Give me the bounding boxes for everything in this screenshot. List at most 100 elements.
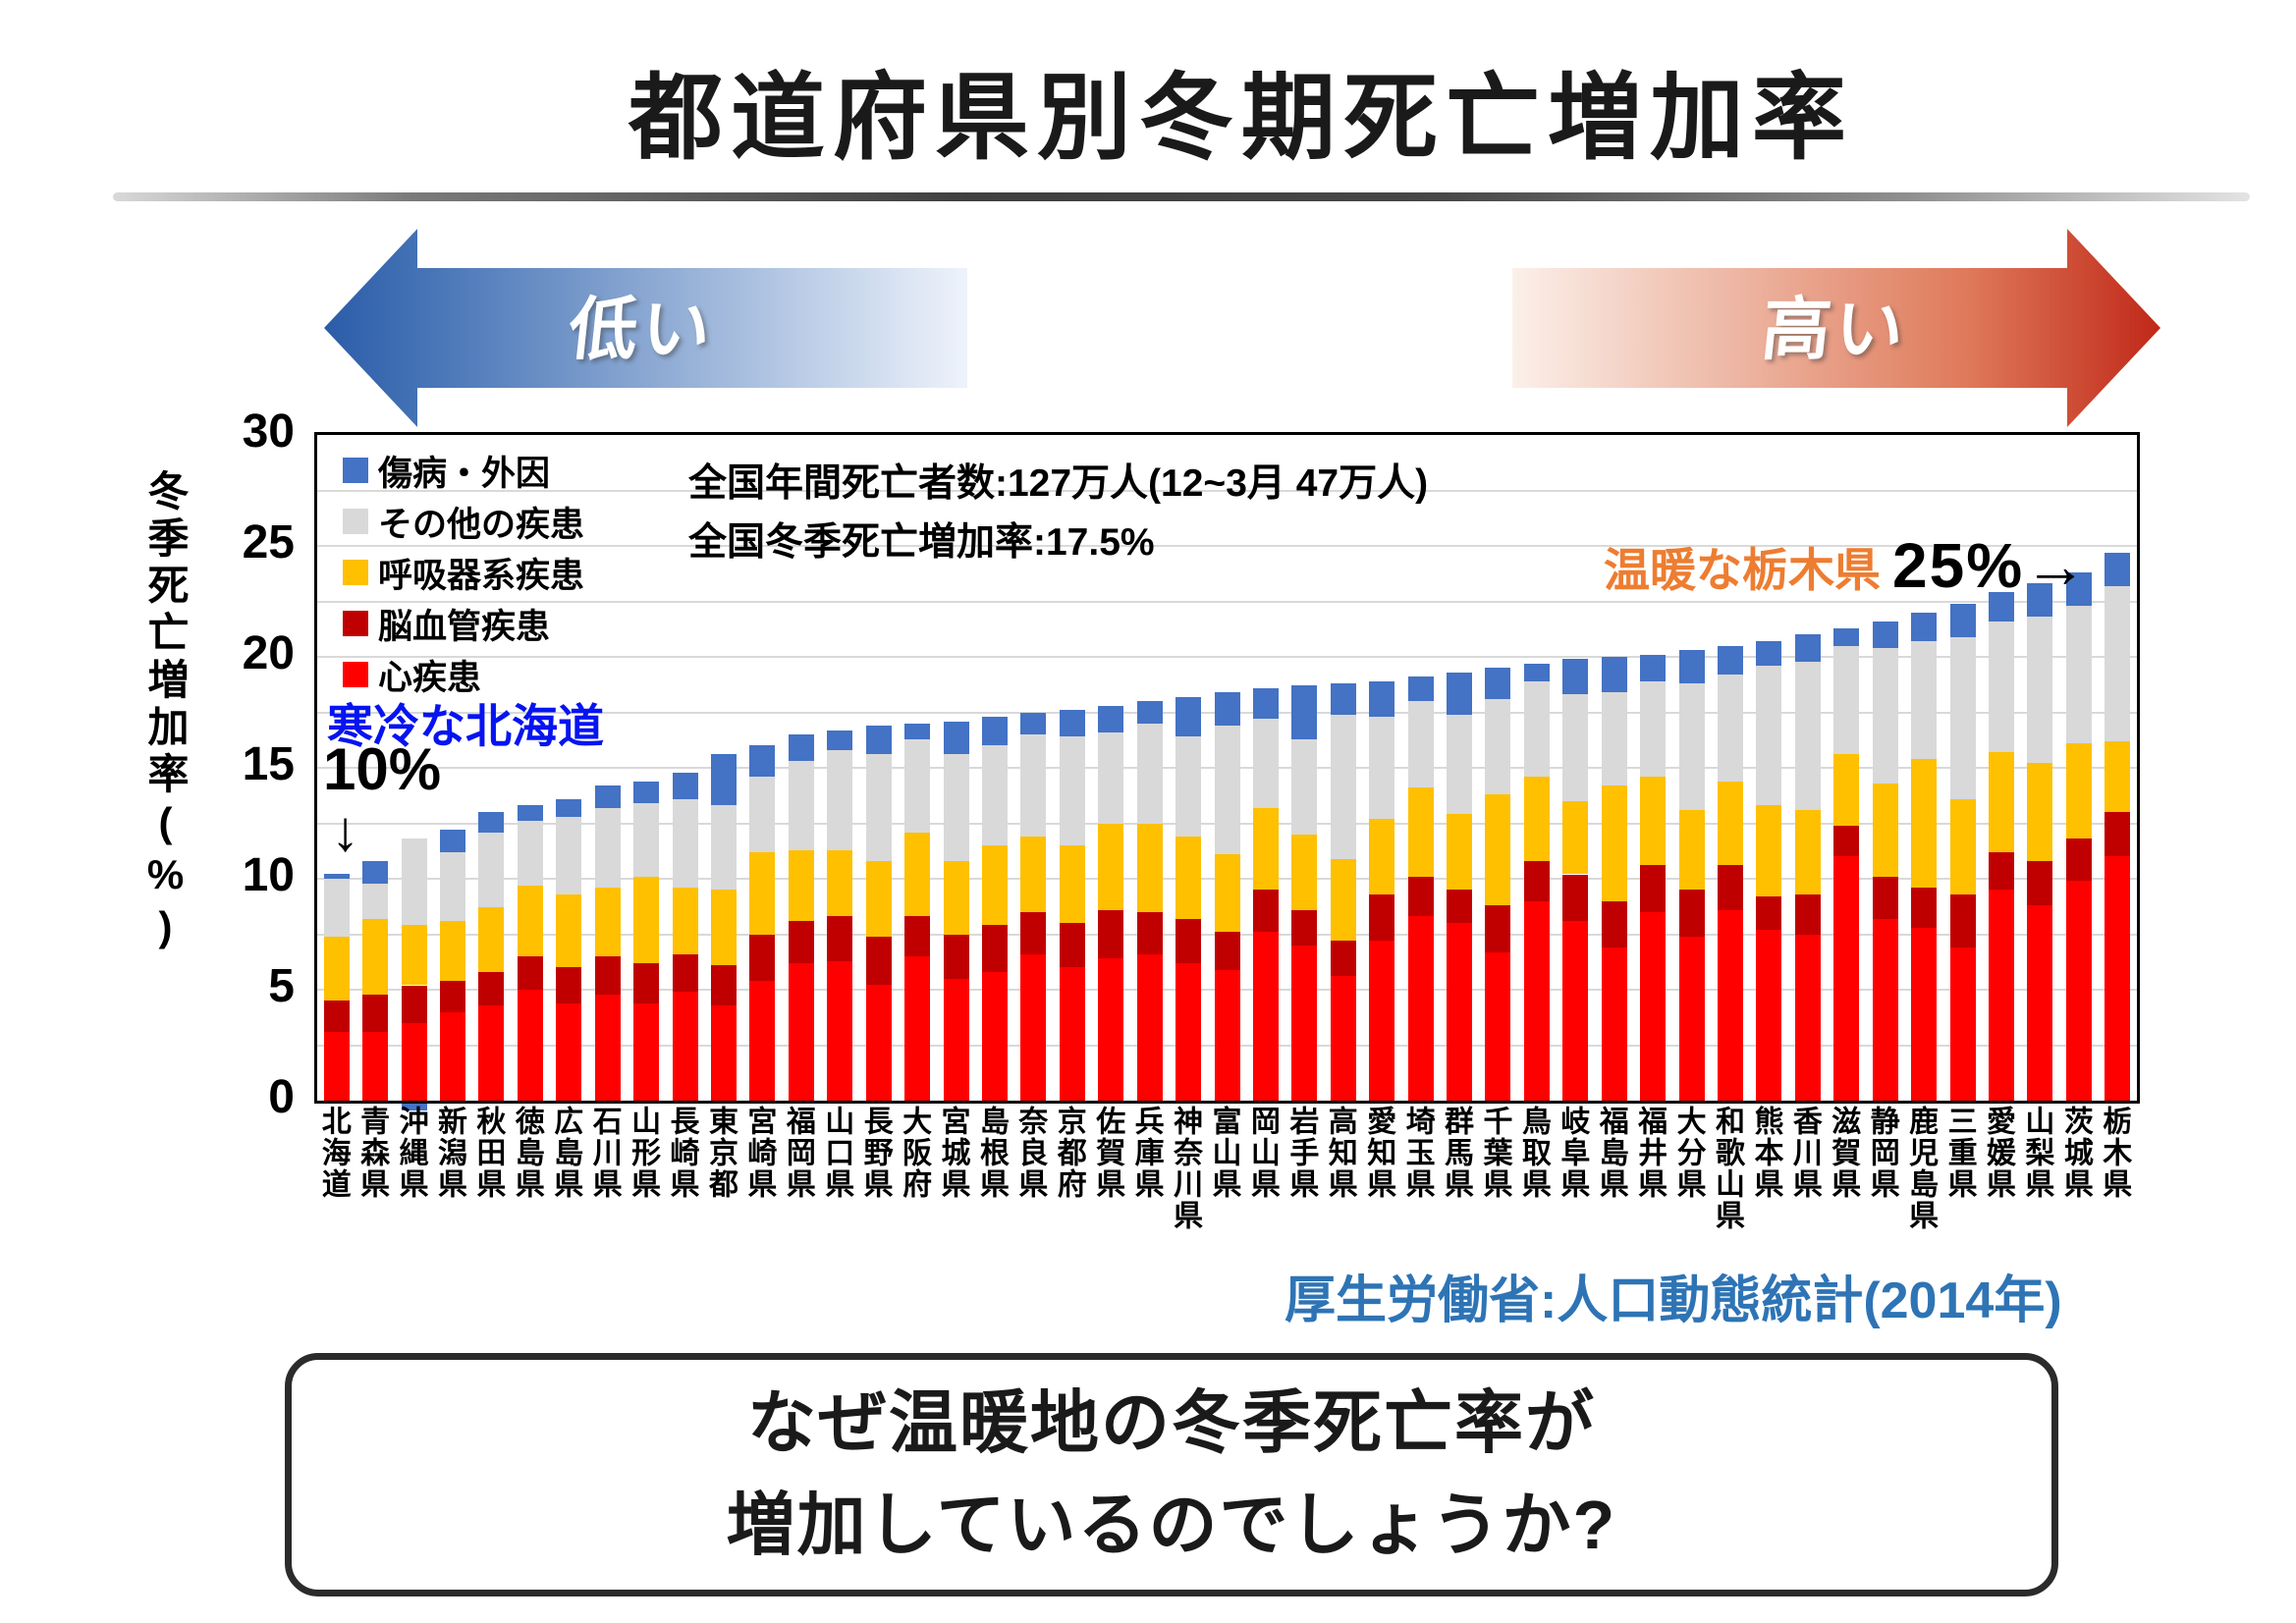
x-label-長野県: 長野県 — [858, 1106, 892, 1200]
gridline — [317, 600, 2137, 603]
y-tick-label: 10 — [242, 849, 295, 901]
x-label-滋賀県: 滋賀県 — [1827, 1106, 1860, 1200]
legend-color-chip — [343, 662, 368, 687]
bar-segment-心疾患-岐阜県 — [1562, 920, 1589, 1101]
bar-segment-傷病・外因-広島県 — [556, 798, 582, 817]
bar-segment-脳血管疾患-長崎県 — [672, 953, 698, 993]
legend-color-chip — [343, 560, 368, 585]
bar-segment-その他の疾患-佐賀県 — [1098, 731, 1124, 824]
bar-segment-脳血管疾患-長野県 — [865, 936, 892, 986]
x-label-青森県: 青森県 — [355, 1106, 389, 1200]
bar-segment-その他の疾患-香川県 — [1794, 661, 1821, 810]
bar-segment-傷病・外因-栃木県 — [2105, 552, 2131, 586]
legend-label: 呼吸器系疾患 — [378, 556, 585, 595]
bar-segment-呼吸器系疾患-宮城県 — [943, 860, 969, 935]
x-label-岡山県: 岡山県 — [1245, 1106, 1279, 1200]
legend-label: 心疾患 — [378, 658, 482, 697]
bar-segment-傷病・外因-鹿児島県 — [1911, 612, 1938, 642]
bar-segment-心疾患-兵庫県 — [1136, 953, 1163, 1101]
x-label-静岡県: 静岡県 — [1865, 1106, 1898, 1200]
bar-segment-その他の疾患-沖縄県 — [401, 839, 427, 926]
bar-segment-脳血管疾患-茨城県 — [2065, 839, 2092, 882]
bar-segment-その他の疾患-高知県 — [1330, 714, 1356, 859]
bar-segment-呼吸器系疾患-千葉県 — [1485, 794, 1511, 906]
bar-segment-心疾患-長崎県 — [672, 992, 698, 1101]
bar-segment-脳血管疾患-兵庫県 — [1136, 911, 1163, 954]
tochigi-annotation: 温暖な栃木県 25%→ — [1604, 529, 2089, 602]
bar-segment-その他の疾患-北海道 — [323, 879, 350, 937]
bar-segment-呼吸器系疾患-富山県 — [1214, 854, 1240, 933]
bar-segment-その他の疾患-東京都 — [710, 805, 737, 891]
bar-segment-心疾患-秋田県 — [478, 1004, 505, 1101]
bar-segment-心疾患-三重県 — [1949, 947, 1976, 1101]
bar-segment-傷病・外因-兵庫県 — [1136, 701, 1163, 724]
bar-segment-傷病・外因-香川県 — [1794, 634, 1821, 662]
page-title: 都道府県別冬期死亡増加率 — [629, 66, 1854, 171]
bar-segment-傷病・外因-千葉県 — [1485, 668, 1511, 699]
bar-segment-その他の疾患-石川県 — [594, 807, 621, 889]
x-label-広島県: 広島県 — [549, 1106, 582, 1200]
bar-segment-脳血管疾患-山口県 — [827, 916, 853, 961]
bar-segment-心疾患-石川県 — [594, 994, 621, 1101]
bar-segment-脳血管疾患-和歌山県 — [1718, 865, 1744, 910]
legend-item-その他の疾患: その他の疾患 — [343, 496, 584, 547]
bar-segment-脳血管疾患-岡山県 — [1252, 890, 1279, 933]
bar-segment-傷病・外因-茨城県 — [2065, 572, 2092, 607]
right-arrow-icon — [1512, 229, 2160, 427]
bar-segment-心疾患-茨城県 — [2065, 881, 2092, 1101]
bar-segment-心疾患-宮城県 — [943, 978, 969, 1101]
y-tick-label: 15 — [242, 738, 295, 790]
bar-segment-呼吸器系疾患-山形県 — [633, 876, 660, 963]
x-label-沖縄県: 沖縄県 — [394, 1106, 427, 1200]
bar-segment-傷病・外因-大阪府 — [904, 723, 931, 739]
national-rate-note: 全国冬季死亡増加率:17.5% — [688, 521, 1155, 564]
bar-segment-心疾患-福岡県 — [788, 962, 814, 1101]
bar-segment-その他の疾患-滋賀県 — [1833, 645, 1860, 755]
bar-segment-その他の疾患-山形県 — [633, 803, 660, 877]
bar-segment-傷病・外因-鳥取県 — [1523, 663, 1550, 681]
bar-segment-心疾患-埼玉県 — [1407, 916, 1434, 1101]
bar-segment-傷病・外因-山口県 — [827, 730, 853, 750]
bar-segment-その他の疾患-静岡県 — [1872, 647, 1898, 784]
bar-segment-心疾患-鳥取県 — [1523, 900, 1550, 1101]
bar-segment-その他の疾患-岡山県 — [1252, 719, 1279, 808]
bar-segment-心疾患-群馬県 — [1447, 923, 1473, 1101]
bar-segment-傷病・外因-和歌山県 — [1718, 645, 1744, 676]
bar-segment-脳血管疾患-岩手県 — [1291, 909, 1318, 946]
national-deaths-note: 全国年間死亡者数:127万人(12~3月 47万人) — [688, 462, 1429, 505]
bar-segment-傷病・外因-宮城県 — [943, 721, 969, 755]
y-tick-label: 5 — [268, 960, 295, 1012]
bar-segment-呼吸器系疾患-長崎県 — [672, 888, 698, 954]
bar-segment-その他の疾患-三重県 — [1949, 636, 1976, 799]
bar-segment-呼吸器系疾患-沖縄県 — [401, 925, 427, 986]
bar-segment-その他の疾患-愛知県 — [1369, 717, 1395, 819]
bar-segment-心疾患-徳島県 — [517, 990, 543, 1101]
bar-segment-脳血管疾患-愛媛県 — [1989, 851, 2014, 891]
bar-segment-脳血管疾患-宮城県 — [943, 934, 969, 979]
bar-segment-呼吸器系疾患-福井県 — [1640, 777, 1667, 866]
x-label-群馬県: 群馬県 — [1440, 1106, 1473, 1200]
bar-segment-脳血管疾患-佐賀県 — [1098, 909, 1124, 959]
bar-segment-心疾患-岩手県 — [1291, 945, 1318, 1101]
bar-segment-脳血管疾患-山梨県 — [2027, 860, 2053, 906]
bar-segment-呼吸器系疾患-長野県 — [865, 860, 892, 937]
bar-segment-その他の疾患-秋田県 — [478, 832, 505, 908]
x-label-島根県: 島根県 — [974, 1106, 1008, 1200]
x-label-秋田県: 秋田県 — [471, 1106, 505, 1200]
bar-segment-その他の疾患-奈良県 — [1020, 734, 1047, 838]
bar-segment-脳血管疾患-東京都 — [710, 965, 737, 1005]
bar-segment-呼吸器系疾患-香川県 — [1794, 809, 1821, 894]
x-label-三重県: 三重県 — [1942, 1106, 1976, 1200]
bar-segment-呼吸器系疾患-石川県 — [594, 888, 621, 957]
bar-segment-その他の疾患-京都府 — [1059, 736, 1085, 846]
x-label-山形県: 山形県 — [627, 1106, 660, 1200]
hokkaido-value-label: 10% — [323, 736, 442, 802]
bar-segment-呼吸器系疾患-鹿児島県 — [1911, 758, 1938, 889]
bar-segment-呼吸器系疾患-大阪府 — [904, 832, 931, 917]
bar-segment-傷病・外因-滋賀県 — [1833, 627, 1860, 646]
bar-segment-脳血管疾患-福岡県 — [788, 920, 814, 963]
bar-segment-心疾患-福島県 — [1601, 947, 1627, 1101]
bar-segment-脳血管疾患-島根県 — [981, 925, 1008, 972]
down-arrow-icon: ↓ — [331, 799, 359, 863]
bar-segment-傷病・外因-静岡県 — [1872, 621, 1898, 648]
